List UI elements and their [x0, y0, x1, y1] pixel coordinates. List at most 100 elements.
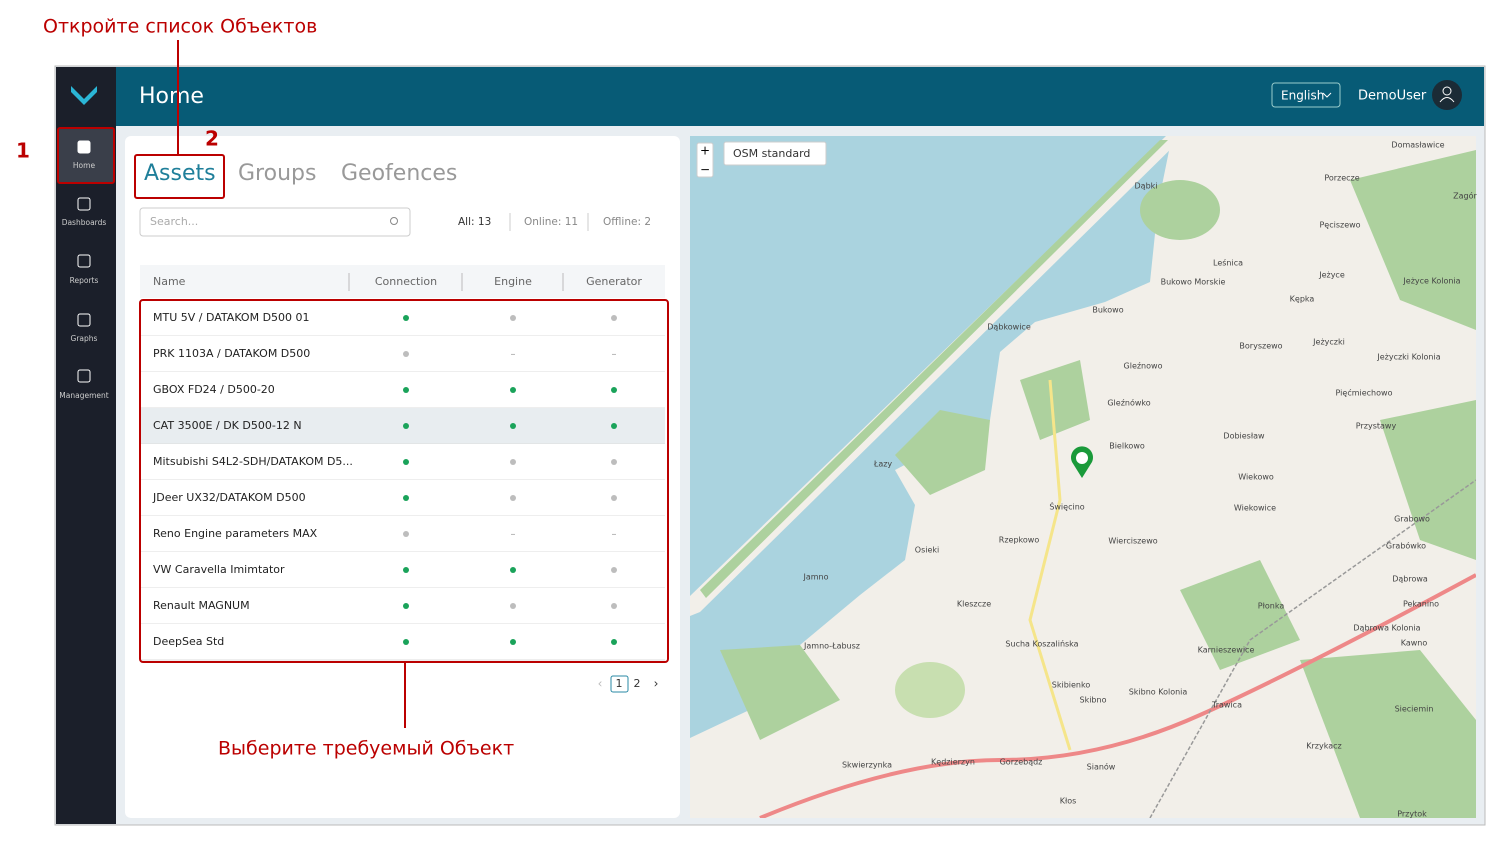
status-dot [403, 315, 409, 321]
map-label: Gleźnowo [1124, 362, 1163, 371]
status-dot [510, 603, 516, 609]
nav-icon[interactable] [77, 197, 91, 211]
status-dot [611, 567, 617, 573]
language: English [1281, 89, 1324, 103]
map-label: Bukowo [1092, 306, 1123, 315]
map-label: Kłos [1060, 797, 1077, 806]
forest [1180, 560, 1300, 670]
step-number: 2 [205, 127, 219, 151]
status-dot [403, 531, 409, 537]
map-label: Jeżyce Kolonia [1402, 277, 1460, 286]
table-row[interactable] [140, 588, 665, 624]
map-label: Wiekowice [1234, 504, 1276, 513]
map-label: Domasławice [1391, 141, 1444, 150]
spit [690, 136, 1184, 616]
active-nav [57, 127, 115, 184]
annotation: Откройте список Объектов [43, 16, 317, 38]
nav-icon[interactable] [77, 140, 91, 154]
status-dot [611, 459, 617, 465]
status-dot [611, 423, 617, 429]
nav-label: Home [73, 161, 96, 170]
status-dot [611, 315, 617, 321]
status-dot [510, 639, 516, 645]
table-row[interactable] [140, 408, 665, 444]
map-label: Dobiesław [1223, 432, 1265, 441]
map-label: Jamno-Łabusz [803, 642, 860, 651]
table-row[interactable] [140, 336, 665, 372]
map-label: Skibno Kolonia [1129, 688, 1188, 697]
asset-name: CAT 3500E / DK D500-12 N [153, 419, 302, 432]
status-dot [403, 387, 409, 393]
map-label: Gleźnówko [1107, 398, 1150, 408]
status-dot [403, 567, 409, 573]
column-header: Generator [586, 275, 642, 288]
table-row[interactable] [140, 624, 665, 660]
forest [720, 645, 840, 740]
map-label: Bukowo Morskie [1161, 278, 1226, 287]
table-header [140, 265, 665, 298]
nav-icon[interactable] [77, 369, 91, 383]
count[interactable]: Offline: 2 [603, 216, 651, 228]
asset-name: Renault MAGNUM [153, 599, 250, 612]
zoom-in[interactable]: + [700, 144, 710, 158]
map-label: Leśnica [1213, 258, 1243, 268]
map-label: Jeżyce [1318, 271, 1345, 280]
asset-name: VW Caravella Imimtator [153, 563, 285, 576]
highlight-box [134, 154, 225, 199]
avatar-icon [1439, 97, 1455, 103]
language-select[interactable] [1271, 82, 1341, 108]
table-row[interactable] [140, 552, 665, 588]
table-row[interactable] [140, 516, 665, 552]
map-label: Zagór [1453, 191, 1477, 201]
map-label: Sieciemin [1395, 705, 1434, 714]
tab[interactable]: Groups [238, 161, 316, 186]
map-label: Grabówko [1386, 541, 1426, 551]
page-prev[interactable]: ‹ [598, 677, 603, 691]
forest [1020, 360, 1090, 440]
table-row[interactable] [140, 300, 665, 336]
page-next[interactable]: › [654, 677, 659, 691]
page-number[interactable]: 1 [616, 677, 623, 690]
status-dot [611, 603, 617, 609]
search-box[interactable] [139, 207, 411, 237]
layer-select[interactable] [723, 141, 827, 166]
table-row[interactable] [140, 480, 665, 516]
table-row[interactable] [140, 372, 665, 408]
asset-name: DeepSea Std [153, 635, 224, 648]
map-label: Bielkowo [1109, 442, 1145, 451]
map-label: Skwierzynka [842, 761, 892, 770]
count[interactable]: All: 13 [458, 216, 491, 228]
map-label: Kędzierzyn [931, 758, 975, 767]
map-label: Grabowo [1394, 515, 1430, 524]
tab[interactable]: Geofences [341, 161, 457, 186]
user-name: DemoUser [1358, 89, 1427, 104]
map-label: Rzepkowo [999, 536, 1040, 545]
status-dot [403, 459, 409, 465]
map-label: Płonka [1258, 602, 1285, 611]
meadow [895, 662, 965, 718]
map-label: Dąbrowa [1392, 575, 1428, 584]
map-label: Dąbrowa Kolonia [1353, 624, 1420, 633]
status-dot [611, 639, 617, 645]
map-label: Krzykacz [1306, 742, 1341, 751]
tab[interactable]: Assets [144, 161, 216, 186]
nav-label: Graphs [71, 334, 98, 343]
page-number[interactable]: 2 [634, 677, 641, 690]
column-header: Name [153, 275, 186, 288]
table-row[interactable] [140, 444, 665, 480]
search-placeholder: Search... [150, 215, 198, 228]
zoom-out[interactable]: − [700, 163, 710, 177]
map-label: Pęciszewo [1319, 221, 1360, 230]
forest [1350, 150, 1476, 330]
sidebar [56, 67, 116, 824]
asset-name: MTU 5V / DATAKOM D500 01 [153, 311, 310, 324]
nav-icon[interactable] [77, 254, 91, 268]
count[interactable]: Online: 11 [524, 216, 578, 228]
map-label: Jeżyczki [1312, 338, 1345, 347]
asset-name: JDeer UX32/DATAKOM D500 [152, 491, 306, 504]
status-none: – [612, 529, 617, 540]
map-label: Jeżyczki Kolonia [1376, 353, 1440, 362]
railway [1149, 479, 1476, 818]
nav-icon[interactable] [77, 313, 91, 327]
